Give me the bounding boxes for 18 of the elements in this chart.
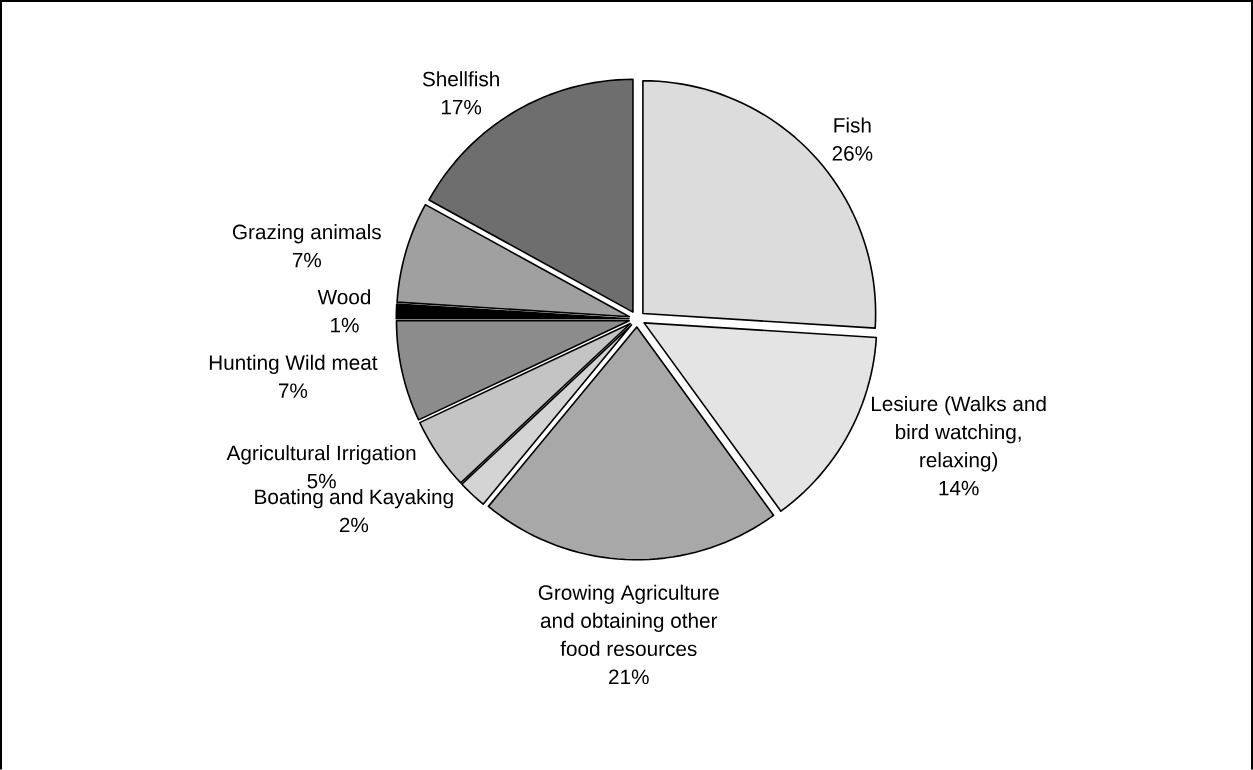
slice-label: Hunting Wild meat [209, 354, 378, 374]
slice-label: Growing Agriculture and obtaining other food resources [538, 584, 719, 656]
slice-label: Lesiure (Walks and bird watching, relaxing) [872, 395, 1046, 472]
slice-label: Grazing animals [232, 223, 381, 244]
data-label: 14% [939, 480, 979, 496]
data-label: 5% [307, 473, 336, 489]
slice-label: Shellfish [422, 70, 499, 87]
data-label: 26% [832, 145, 873, 161]
data-label: 7% [278, 383, 308, 398]
data-label: 1% [331, 317, 359, 333]
slice-label: Boating and Kayaking [255, 488, 453, 509]
slice-label: Wood [317, 288, 371, 305]
slice-label: Agricultural Irrigation [226, 444, 416, 465]
data-label: 7% [292, 252, 322, 268]
slice-label: Fish [834, 117, 871, 133]
data-label: 21% [609, 669, 649, 684]
data-label: 2% [339, 517, 369, 533]
data-label: 17% [441, 99, 482, 115]
